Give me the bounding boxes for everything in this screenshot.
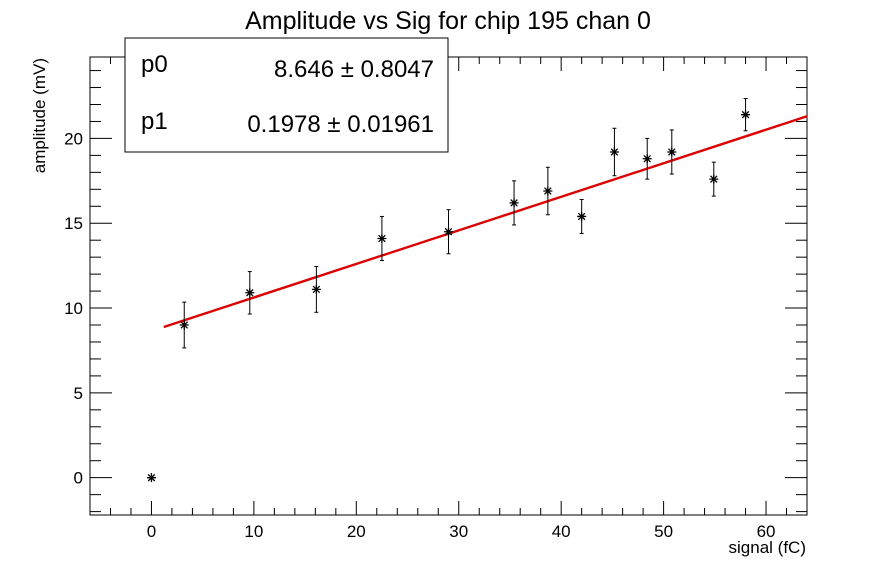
y-tick-label: 5 xyxy=(74,384,83,403)
x-tick-label: 10 xyxy=(244,522,263,541)
data-point-marker xyxy=(709,174,719,184)
stats-param-name-p1: p1 xyxy=(141,108,168,135)
x-tick-label: 20 xyxy=(347,522,366,541)
x-axis-label: signal (fC) xyxy=(729,538,806,557)
data-markers xyxy=(146,110,751,483)
data-point-marker xyxy=(377,234,387,244)
fit-stats-box: p0 8.646 ± 0.8047 p1 0.1978 ± 0.01961 xyxy=(124,37,449,153)
y-tick-label: 0 xyxy=(74,469,83,488)
x-tick-label: 60 xyxy=(757,522,776,541)
stats-box-frame xyxy=(124,37,449,153)
y-tick-label: 10 xyxy=(64,299,83,318)
stats-param-value-p0: 8.646 ± 0.8047 xyxy=(274,56,434,83)
x-axis-tick-labels: 0 10 20 30 40 50 60 xyxy=(147,522,776,541)
y-tick-label: 20 xyxy=(64,129,83,148)
fit-line xyxy=(163,115,808,329)
data-point-marker xyxy=(245,288,255,298)
data-point-marker xyxy=(577,211,587,221)
data-point-marker xyxy=(179,320,189,330)
data-point-marker xyxy=(543,186,553,196)
stats-param-value-p1: 0.1978 ± 0.01961 xyxy=(247,111,434,138)
data-point-marker xyxy=(741,110,751,120)
data-point-marker xyxy=(609,147,619,157)
data-point-marker xyxy=(444,227,453,237)
y-tick-label: 15 xyxy=(64,214,83,233)
data-point-marker xyxy=(642,154,652,164)
x-tick-label: 50 xyxy=(654,522,673,541)
data-point-marker xyxy=(667,147,677,157)
y-axis-label: amplitude (mV) xyxy=(30,58,49,173)
data-point-marker xyxy=(311,284,321,294)
data-point-marker xyxy=(146,473,156,483)
x-tick-label: 30 xyxy=(449,522,468,541)
x-tick-label: 0 xyxy=(147,522,156,541)
chart-title: Amplitude vs Sig for chip 195 chan 0 xyxy=(245,7,651,35)
stats-param-name-p0: p0 xyxy=(141,51,168,78)
y-axis-tick-labels: 0 5 10 15 20 xyxy=(64,129,83,487)
y-axis-ticks xyxy=(90,70,807,513)
fit-line-group xyxy=(163,115,808,329)
x-tick-label: 40 xyxy=(552,522,571,541)
data-point-marker xyxy=(509,198,519,208)
